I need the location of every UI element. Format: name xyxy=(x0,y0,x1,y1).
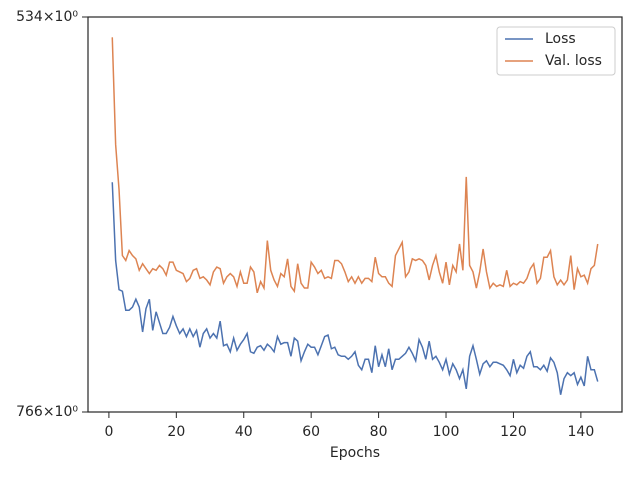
legend-label: Val. loss xyxy=(545,53,602,69)
line-series xyxy=(111,37,599,294)
x-tick-label: 20 xyxy=(167,424,185,440)
line-series xyxy=(111,182,599,395)
y-tick-label: 534×10⁰ xyxy=(16,9,78,25)
x-tick-label: 0 xyxy=(104,424,113,440)
x-axis-label: Epochs xyxy=(330,445,380,461)
y-tick-label: 766×10⁰ xyxy=(16,404,78,420)
x-tick-label: 80 xyxy=(370,424,388,440)
plot-frame xyxy=(87,16,623,413)
x-tick-label: 120 xyxy=(500,424,527,440)
legend-label: Loss xyxy=(545,31,576,47)
x-tick-label: 60 xyxy=(302,424,320,440)
x-tick-label: 100 xyxy=(433,424,460,440)
x-tick-label: 40 xyxy=(235,424,253,440)
x-tick-label: 140 xyxy=(568,424,595,440)
